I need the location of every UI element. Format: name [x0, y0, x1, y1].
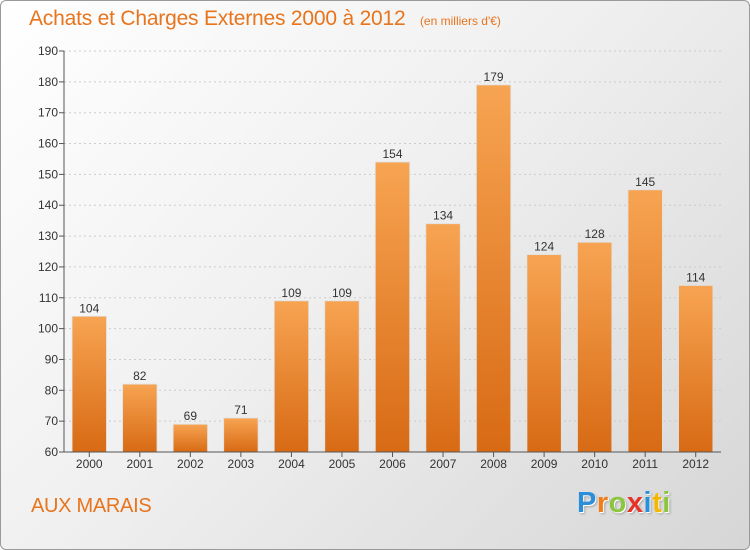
bar-2009 [526, 254, 562, 453]
bar-2006 [374, 161, 411, 453]
chart-title: Achats et Charges Externes 2000 à 2012 [29, 7, 406, 30]
y-tick-label: 180 [38, 75, 58, 89]
value-label-2000: 104 [79, 301, 99, 315]
y-tick-label: 70 [45, 414, 59, 428]
value-label-2006: 154 [382, 147, 402, 161]
y-tick-label: 80 [45, 383, 59, 397]
x-tick-label-2001: 2001 [126, 457, 153, 471]
y-tick-label: 140 [38, 198, 58, 212]
y-tick-label: 60 [45, 445, 59, 459]
brand-letter: t [652, 487, 663, 519]
x-tick-label-2011: 2011 [632, 457, 658, 471]
bar-2011 [627, 189, 663, 453]
y-tick-label: 120 [38, 260, 58, 274]
x-tick-label-2007: 2007 [430, 457, 457, 471]
value-label-2009: 124 [534, 240, 554, 254]
brand-letter: P [577, 487, 597, 519]
y-tick-label: 190 [38, 44, 58, 58]
labels: 60 70 80 90 100 110 120 130 140 150 160 170 180 190 10… [38, 44, 709, 471]
x-tick-label-2008: 2008 [480, 457, 507, 471]
value-label-2008: 179 [484, 70, 504, 84]
brand-letter: i [662, 487, 671, 519]
bar-2001 [122, 383, 158, 453]
value-label-2002: 69 [184, 409, 198, 423]
value-label-2012: 114 [686, 270, 705, 284]
x-tick-label-2005: 2005 [329, 457, 356, 471]
brand-letter: r [596, 487, 609, 519]
x-tick-label-2003: 2003 [228, 457, 255, 471]
bar-2007 [425, 223, 461, 453]
value-label-2001: 82 [133, 369, 147, 383]
bar-2000 [71, 315, 107, 453]
bar-2003 [223, 417, 259, 453]
y-tick-label: 90 [45, 352, 59, 366]
bar-2010 [577, 241, 613, 453]
value-label-2011: 145 [635, 175, 655, 189]
bar-2005 [324, 300, 360, 453]
brand-letter: i [643, 487, 653, 519]
chart-subtitle: (en milliers d'€) [419, 14, 501, 28]
x-tick-label-2012: 2012 [682, 457, 709, 471]
y-tick-label: 100 [38, 322, 58, 336]
chart-header: Achats et Charges Externes 2000 à 2012 (… [29, 7, 501, 31]
x-tick-label-2006: 2006 [379, 457, 406, 471]
brand-letter: o [608, 487, 627, 519]
bar-2004 [273, 300, 310, 453]
bar-2012 [678, 285, 714, 453]
y-tick-label: 170 [38, 106, 58, 120]
x-tick-label-2009: 2009 [531, 457, 558, 471]
x-tick-label-2002: 2002 [177, 457, 204, 471]
y-tick-label: 150 [38, 167, 58, 181]
brand-logo: Proxiti [577, 487, 671, 520]
y-tick-label: 110 [39, 291, 58, 305]
y-tick-label: 160 [38, 137, 58, 151]
x-tick-label-2000: 2000 [76, 457, 103, 471]
value-label-2010: 128 [585, 227, 605, 241]
bar-2008 [475, 84, 512, 453]
bars [71, 84, 714, 453]
bar-2002 [172, 423, 208, 453]
brand-letter: x [626, 487, 644, 519]
x-tick-label-2004: 2004 [278, 457, 305, 471]
y-tick-label: 130 [38, 229, 58, 243]
value-label-2005: 109 [332, 286, 352, 300]
location-name: AUX MARAIS [31, 495, 152, 517]
axes [59, 50, 721, 457]
value-label-2003: 71 [234, 403, 248, 417]
value-label-2004: 109 [281, 286, 301, 300]
x-tick-label-2010: 2010 [581, 457, 608, 471]
value-label-2007: 134 [433, 209, 453, 223]
